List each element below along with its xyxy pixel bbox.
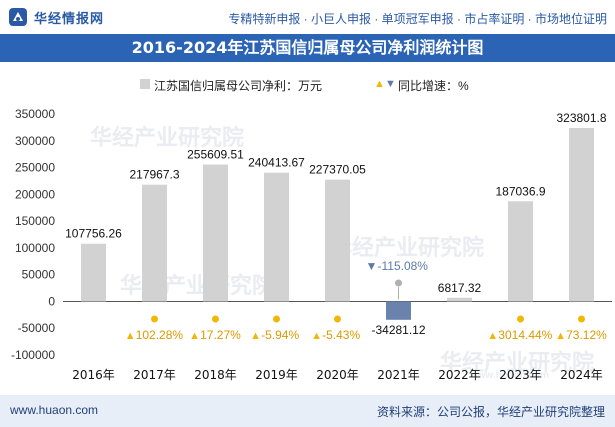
bar-value-label: -34281.12 xyxy=(371,323,425,337)
legend-bar-label: 江苏国信归属母公司净利：万元 xyxy=(154,79,323,93)
bar-2018年 xyxy=(203,164,228,302)
bar-2022年 xyxy=(447,297,472,302)
brand[interactable]: 华经情报网 xyxy=(8,7,104,27)
x-tick-label: 2020年 xyxy=(316,368,359,382)
chart-title: 2016-2024年江苏国信归属母公司净利润统计图 xyxy=(0,34,615,62)
legend-down-triangle-icon: ▼ xyxy=(385,78,396,90)
growth-label: -5.94% xyxy=(261,328,299,342)
growth-up-icon: ▲ xyxy=(311,330,322,342)
bar-value-label: 217967.3 xyxy=(129,168,179,182)
growth-up-icon: ▲ xyxy=(487,330,498,342)
growth-point xyxy=(578,315,585,323)
x-tick-label: 2019年 xyxy=(255,368,298,382)
bar-2023年 xyxy=(508,201,533,302)
legend-line-label: 同比增速：% xyxy=(398,79,469,93)
y-tick-label: 250000 xyxy=(15,161,55,175)
y-tick-label: 150000 xyxy=(15,214,55,228)
footer-source: 资料来源：公司公报，华经产业研究院整理 xyxy=(376,405,605,419)
growth-up-icon: ▲ xyxy=(125,330,136,342)
growth-point xyxy=(212,315,219,323)
x-tick-label: 2023年 xyxy=(499,368,542,382)
services-links[interactable]: 专精特新申报 · 小巨人申报 · 单项冠军申报 · 市占率证明 · 市场地位证明 xyxy=(228,12,607,26)
y-tick-label: 100000 xyxy=(15,241,55,255)
growth-label: 102.28% xyxy=(136,328,184,342)
x-tick-label: 2022年 xyxy=(438,368,481,382)
y-tick-label: -50000 xyxy=(18,321,56,335)
y-tick-label: 300000 xyxy=(15,134,55,148)
x-tick-label: 2018年 xyxy=(194,368,237,382)
footer-url[interactable]: www.huaon.com xyxy=(10,403,99,417)
bar-value-label: 6817.32 xyxy=(438,281,482,295)
bar-2020年 xyxy=(325,179,350,302)
growth-label: 73.12% xyxy=(566,328,607,342)
growth-point xyxy=(395,279,402,287)
y-tick-label: 350000 xyxy=(15,107,55,121)
y-tick-label: 50000 xyxy=(22,268,56,282)
growth-point xyxy=(334,315,341,323)
huajing-logo-icon xyxy=(9,8,27,26)
growth-label: -115.08% xyxy=(378,259,429,273)
legend-bar-swatch xyxy=(140,79,150,89)
bar-2017年 xyxy=(142,184,167,302)
growth-point xyxy=(273,315,280,323)
legend-up-triangle-icon: ▲ xyxy=(374,78,385,90)
chart-legend: 江苏国信归属母公司净利：万元 ▲ ▼ 同比增速：% xyxy=(0,76,615,94)
bar-value-label: 107756.26 xyxy=(65,227,122,241)
growth-point xyxy=(517,315,524,323)
bar-2021年 xyxy=(386,301,411,320)
bar-value-label: 227370.05 xyxy=(309,163,366,177)
bar-value-label: 187036.9 xyxy=(495,184,545,198)
bar-value-label: 255609.51 xyxy=(187,148,244,162)
y-tick-label: 0 xyxy=(48,294,55,308)
growth-up-icon: ▲ xyxy=(555,330,566,342)
footer: www.huaon.com 资料来源：公司公报，华经产业研究院整理 xyxy=(0,395,615,427)
y-tick-label: 200000 xyxy=(15,187,55,201)
x-tick-label: 2024年 xyxy=(560,368,603,382)
growth-point xyxy=(151,315,158,323)
bar-2019年 xyxy=(264,172,289,302)
brand-name: 华经情报网 xyxy=(34,10,105,26)
growth-label: 3014.44% xyxy=(498,328,552,342)
x-tick-label: 2021年 xyxy=(377,368,420,382)
y-tick-label: -100000 xyxy=(11,348,55,362)
growth-down-icon: ▼ xyxy=(366,259,378,273)
bar-2024年 xyxy=(569,128,594,302)
growth-label: 17.27% xyxy=(200,328,241,342)
x-tick-label: 2016年 xyxy=(72,368,115,382)
chart-svg: 350000 300000 250000 200000 150000 100000 5000… xyxy=(11,107,612,382)
bar-2016年 xyxy=(81,243,106,302)
top-bar: 华经情报网 专精特新申报 · 小巨人申报 · 单项冠军申报 · 市占率证明 · … xyxy=(0,0,615,34)
growth-up-icon: ▲ xyxy=(250,330,261,342)
growth-label: -5.43% xyxy=(322,328,360,342)
bar-value-label: 240413.67 xyxy=(248,156,305,170)
bar-value-label: 323801.8 xyxy=(556,111,606,125)
x-tick-label: 2017年 xyxy=(133,368,176,382)
growth-up-icon: ▲ xyxy=(189,330,200,342)
